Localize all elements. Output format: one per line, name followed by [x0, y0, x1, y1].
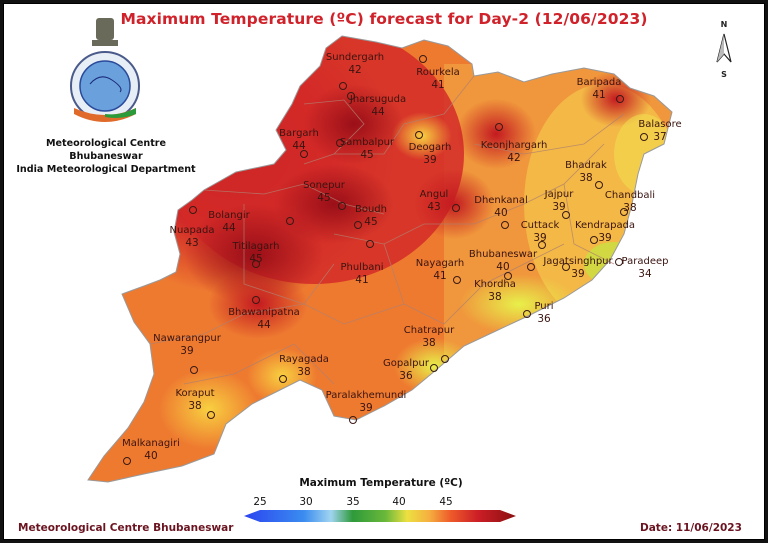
- station-marker: [338, 202, 346, 210]
- imd-emblem-logo: [70, 18, 140, 122]
- legend-tick: 35: [346, 496, 360, 508]
- station-label-baripada: Baripada 41: [576, 77, 622, 101]
- station-marker: [419, 55, 427, 63]
- legend-tick: 40: [392, 496, 406, 508]
- station-marker: [620, 208, 628, 216]
- station-marker: [562, 211, 570, 219]
- station-label-jagatsinghpur: Jagatsinghpur 39: [543, 256, 613, 280]
- station-marker: [300, 150, 308, 158]
- south-label: S: [721, 70, 727, 79]
- station-marker: [523, 310, 531, 318]
- station-label-phulbani: Phulbani 41: [340, 262, 384, 286]
- station-marker: [501, 221, 509, 229]
- station-label-khordha: Khordha 38: [474, 279, 516, 303]
- station-label-dhenkanal: Dhenkanal 40: [474, 195, 528, 219]
- station-label-bolangir: Bolangir 44: [208, 210, 250, 234]
- north-label: N: [720, 20, 728, 29]
- legend-ticks: 25 30 35 40 45: [250, 496, 512, 508]
- station-marker: [252, 296, 260, 304]
- station-label-angul: Angul 43: [419, 189, 449, 213]
- station-marker: [590, 236, 598, 244]
- station-label-boudh: Boudh 45: [354, 204, 388, 228]
- station-marker: [354, 221, 362, 229]
- station-label-malkanagiri: Malkanagiri 40: [122, 438, 180, 462]
- map-title: Maximum Temperature (ºC) forecast for Da…: [120, 10, 648, 28]
- station-marker: [430, 364, 438, 372]
- station-marker: [279, 375, 287, 383]
- station-label-bhubaneswar: Bhubaneswar 40: [468, 249, 538, 273]
- station-marker: [336, 139, 344, 147]
- station-marker: [252, 260, 260, 268]
- legend-tick: 25: [253, 496, 267, 508]
- station-marker: [189, 206, 197, 214]
- station-label-chatrapur: Chatrapur 38: [403, 325, 455, 349]
- ashoka-emblem-icon: [92, 18, 118, 46]
- north-arrow: N S: [712, 20, 736, 80]
- station-marker: [495, 123, 503, 131]
- station-marker: [347, 92, 355, 100]
- station-label-koraput: Koraput 38: [175, 388, 215, 412]
- org-line-1: Meteorological Centre Bhubaneswar: [45, 138, 167, 162]
- station-marker: [453, 276, 461, 284]
- station-label-paralakhemundi: Paralakhemundi 39: [325, 390, 407, 414]
- station-label-kendrapada: Kendrapada 39: [574, 220, 636, 244]
- station-label-rourkela: Rourkela 41: [416, 67, 460, 91]
- organization-label: Meteorological Centre Bhubaneswar India …: [14, 137, 198, 176]
- station-label-nawarangpur: Nawarangpur 39: [153, 333, 221, 357]
- station-label-nuapada: Nuapada 43: [169, 225, 215, 249]
- station-label-chandbali: Chandbali 38: [604, 190, 656, 214]
- station-label-balasore: Balasore 37: [638, 119, 682, 143]
- station-marker: [349, 416, 357, 424]
- odisha-temperature-map: [87, 35, 673, 483]
- station-label-bhadrak: Bhadrak 38: [565, 160, 607, 184]
- station-label-sambalpur: Sambalpur 45: [339, 137, 395, 161]
- station-label-nayagarh: Nayagarh 41: [415, 258, 465, 282]
- station-marker: [286, 217, 294, 225]
- station-marker: [616, 95, 624, 103]
- station-marker: [595, 181, 603, 189]
- station-marker: [504, 272, 512, 280]
- station-marker: [527, 263, 535, 271]
- station-marker: [366, 240, 374, 248]
- org-line-2: India Meteorological Department: [16, 164, 196, 175]
- north-arrow-icon: [716, 33, 732, 63]
- station-label-sundergarh: Sundergarh 42: [325, 52, 385, 76]
- station-marker: [538, 241, 546, 249]
- station-label-sonepur: Sonepur 45: [303, 180, 345, 204]
- station-marker: [562, 263, 570, 271]
- legend-color-bar: [244, 510, 516, 522]
- station-label-jharsuguda: Jharsuguda 44: [349, 94, 407, 118]
- station-marker: [339, 82, 347, 90]
- legend-tick: 30: [299, 496, 313, 508]
- footer-date: Date: 11/06/2023: [640, 522, 742, 534]
- station-label-gopalpur: Gopalpur 36: [383, 358, 429, 382]
- map-figure: Maximum Temperature (ºC) forecast for Da…: [3, 3, 765, 540]
- station-marker: [190, 366, 198, 374]
- station-marker: [452, 204, 460, 212]
- station-label-jajpur: Jajpur 39: [544, 189, 574, 213]
- station-marker: [207, 411, 215, 419]
- footer-organization: Meteorological Centre Bhubaneswar: [18, 522, 234, 534]
- legend-tick: 45: [439, 496, 453, 508]
- legend-title: Maximum Temperature (ºC): [299, 477, 463, 489]
- station-marker: [441, 355, 449, 363]
- station-label-puri: Puri 36: [534, 301, 554, 325]
- station-marker: [415, 131, 423, 139]
- station-label-bhawanipatna: Bhawanipatna 44: [228, 307, 300, 331]
- station-label-paradeep: Paradeep 34: [621, 256, 669, 280]
- station-label-rayagada: Rayagada 38: [279, 354, 329, 378]
- station-marker: [615, 258, 623, 266]
- station-marker: [123, 457, 131, 465]
- station-label-keonjhargarh: Keonjhargarh 42: [480, 140, 548, 164]
- station-marker: [640, 133, 648, 141]
- station-label-bargarh: Bargarh 44: [279, 128, 319, 152]
- station-label-deogarh: Deogarh 39: [408, 142, 452, 166]
